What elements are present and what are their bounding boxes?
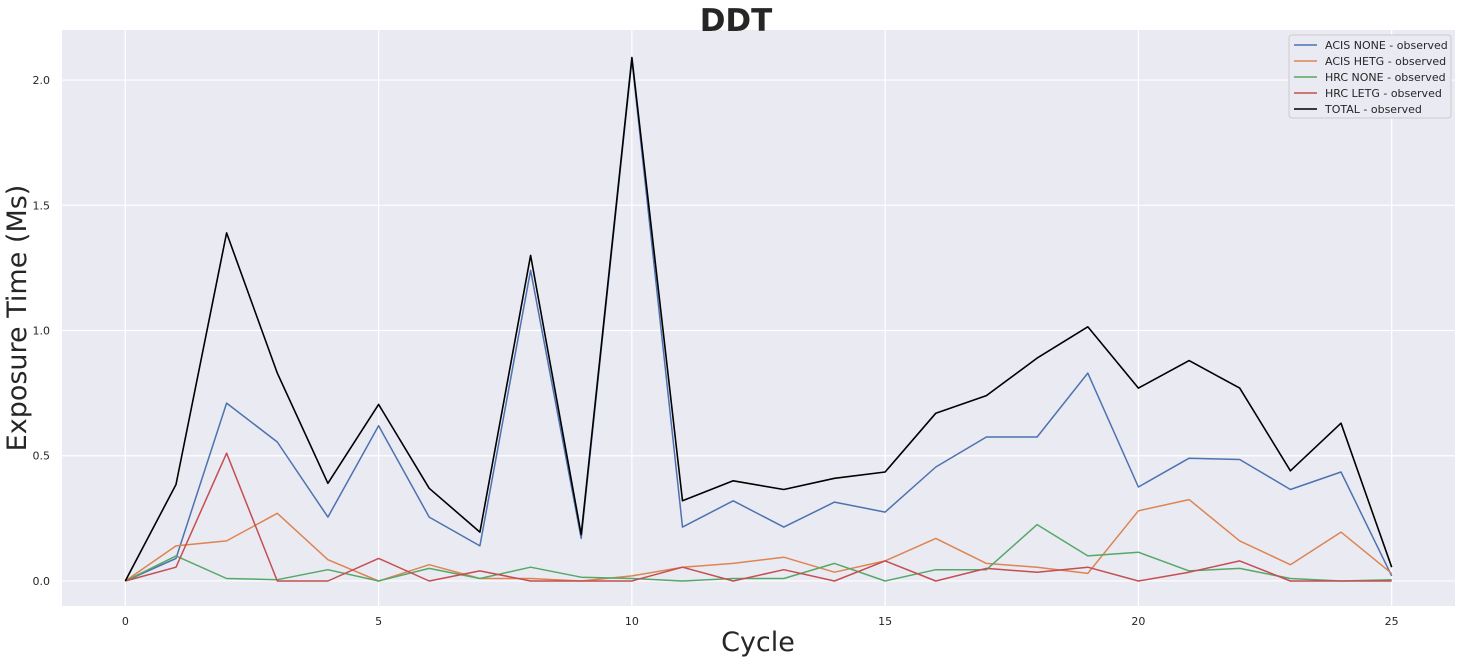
y-tick-label: 0.0	[33, 575, 51, 588]
series-line-1	[124, 59, 1393, 582]
legend-label: ACIS HETG - observed	[1325, 55, 1446, 68]
legend-label: HRC LETG - observed	[1325, 87, 1442, 100]
series-line-5	[124, 56, 1393, 582]
chart-title: DDT	[700, 3, 773, 39]
series-line-3	[124, 523, 1392, 582]
plot-background	[62, 30, 1455, 606]
x-tick-label: 5	[375, 615, 382, 628]
series-line-4	[125, 452, 1392, 582]
y-tick-label: 1.0	[33, 325, 51, 338]
x-tick-label: 15	[878, 615, 892, 628]
x-tick-label: 10	[625, 615, 639, 628]
tick-labels: 0 5 10 15 20 25 0.0 0.5 1.0 1.5 2.0	[33, 74, 1399, 628]
legend-label: HRC NONE - observed	[1325, 71, 1446, 84]
legend-box	[1288, 34, 1452, 119]
x-tick-label: 0	[122, 615, 129, 628]
legend-label: ACIS NONE - observed	[1325, 39, 1448, 52]
legend-label: TOTAL - observed	[1324, 103, 1422, 116]
y-tick-label: 1.5	[33, 199, 51, 212]
y-tick-label: 2.0	[33, 74, 51, 87]
x-tick-label: 25	[1385, 615, 1399, 628]
x-axis-label: Cycle	[721, 627, 795, 658]
y-tick-label: 0.5	[33, 450, 51, 463]
legend: ACIS NONE - observed ACIS HETG - observed…	[1288, 34, 1452, 119]
y-axis-label: Exposure Time (Ms)	[2, 185, 33, 452]
series-line-2	[124, 498, 1393, 582]
x-tick-label: 20	[1131, 615, 1145, 628]
series-lines	[124, 56, 1393, 582]
